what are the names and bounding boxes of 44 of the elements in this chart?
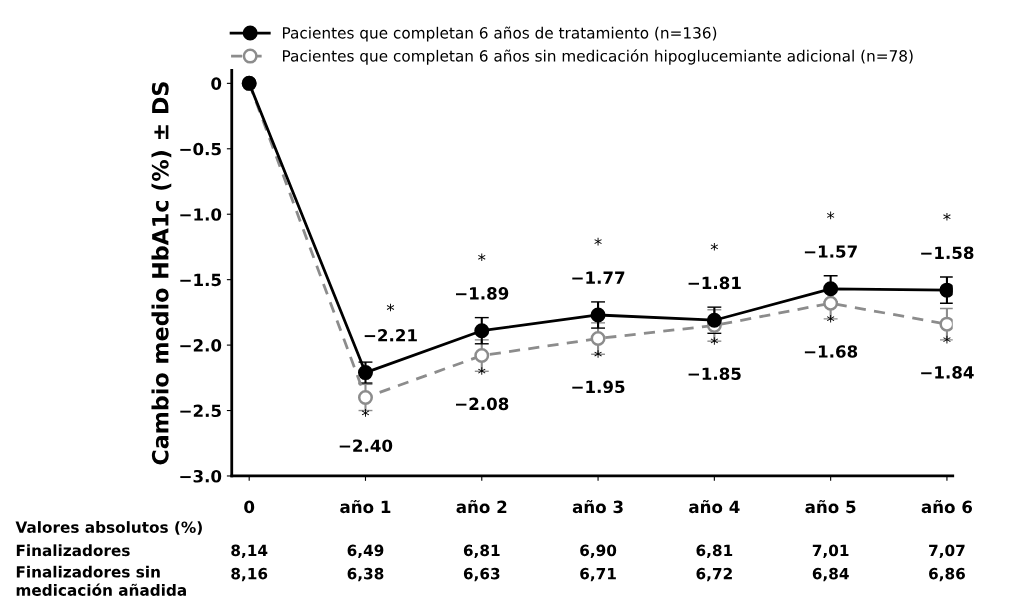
x-tick-label: año 4 bbox=[689, 499, 740, 514]
text: Finalizadores 8,14 6,49 6,81 6,90 6,81 7,01 7,07 bbox=[16, 544, 965, 559]
y-tick-label: −1.5 bbox=[180, 273, 221, 287]
data-label: −1.85 bbox=[688, 367, 741, 381]
y-tick-label: −3.0 bbox=[180, 469, 222, 483]
x-tick-label: año 2 bbox=[456, 499, 507, 514]
annotation: * bbox=[594, 350, 602, 358]
data-label: −1.57 bbox=[804, 245, 857, 258]
annotation: * bbox=[826, 211, 835, 220]
data-label: −1.84 bbox=[921, 366, 974, 379]
data-label: −1.58 bbox=[921, 246, 974, 260]
data-label: −2.08 bbox=[456, 397, 509, 411]
data-label: −2.40 bbox=[339, 439, 393, 453]
annotation: * bbox=[478, 367, 486, 375]
data-label: −1.81 bbox=[688, 276, 741, 290]
y-tick-label: 0 bbox=[211, 77, 222, 90]
x-tick-label: año 1 bbox=[340, 499, 391, 514]
data-label: −1.68 bbox=[804, 345, 858, 358]
data-label: −1.77 bbox=[572, 271, 625, 284]
x-tick-label: 0 bbox=[244, 500, 255, 514]
annotation: * bbox=[478, 253, 486, 262]
x-tick-label: año 6 bbox=[921, 499, 973, 514]
y-tick-label: −2.0 bbox=[180, 339, 222, 352]
annotation: * bbox=[943, 212, 951, 221]
legend-label: Pacientes que completan 6 años de tratamiento (n=136) bbox=[283, 26, 717, 42]
legend-label: Pacientes que completan 6 años sin medicación hipoglucemiante adicional (n=78) bbox=[283, 49, 913, 65]
data-label: −2.21 bbox=[364, 328, 417, 342]
data-label: −1.89 bbox=[456, 287, 509, 300]
text: Finalizadores sin medicación añadida 8,16 6,38 6,63 6,71 6,72 6,84 6,86 bbox=[16, 565, 965, 596]
annotation: * bbox=[710, 243, 719, 251]
y-tick-label: −1.0 bbox=[180, 208, 222, 221]
x-tick-label: año 3 bbox=[572, 499, 623, 514]
text: Valores absolutos (%) bbox=[15, 521, 202, 535]
annotation: * bbox=[361, 409, 370, 417]
annotation: * bbox=[594, 237, 602, 246]
annotation: * bbox=[710, 337, 719, 345]
x-tick-label: año 5 bbox=[805, 499, 856, 514]
y-axis-title: Cambio medio HbA1c (%) ± DS bbox=[151, 82, 172, 465]
annotation: * bbox=[943, 335, 951, 344]
y-tick-label: −2.5 bbox=[180, 404, 221, 418]
annotation: * bbox=[826, 314, 835, 323]
data-label: −1.95 bbox=[572, 380, 625, 394]
y-tick-label: −0.5 bbox=[180, 142, 221, 156]
annotation: * bbox=[386, 303, 395, 312]
